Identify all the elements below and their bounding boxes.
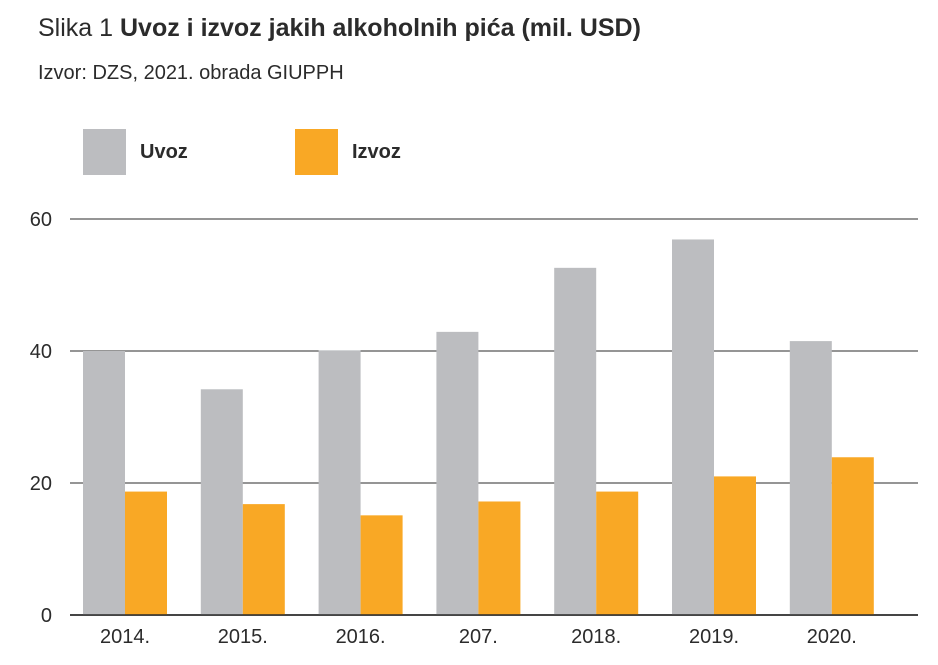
bar-uvoz-3 <box>436 331 479 615</box>
bar-izvoz-5 <box>714 476 756 615</box>
y-tick-label: 20 <box>30 473 52 495</box>
legend-swatch-uvoz <box>83 129 126 175</box>
legend-item-izvoz: Izvoz <box>295 129 401 175</box>
bar-izvoz-1 <box>242 504 285 615</box>
figure-number: Slika 1 <box>38 14 114 42</box>
legend-swatch-izvoz <box>295 129 338 175</box>
bar-izvoz-6 <box>831 457 874 615</box>
x-tick-label: 207. <box>459 626 498 648</box>
legend-item-uvoz: Uvoz <box>83 129 188 175</box>
legend-label-izvoz: Izvoz <box>352 140 401 163</box>
bar-uvoz-5 <box>672 239 714 615</box>
x-tick-label: 2020. <box>807 626 857 648</box>
chart-source: Izvor: DZS, 2021. obrada GIUPPH <box>38 62 344 84</box>
legend-label-uvoz: Uvoz <box>140 140 188 163</box>
bar-uvoz-1 <box>200 389 243 615</box>
bar-uvoz-2 <box>318 350 361 615</box>
x-tick-label: 2015. <box>218 626 268 648</box>
bar-izvoz-0 <box>125 491 167 615</box>
chart-title: Slika 1 Uvoz i izvoz jakih alkoholnih pi… <box>38 14 641 43</box>
bar-izvoz-4 <box>596 491 639 615</box>
bar-izvoz-2 <box>360 515 403 615</box>
bar-uvoz-6 <box>789 341 832 615</box>
x-tick-label: 2019. <box>689 626 739 648</box>
x-tick-label: 2016. <box>336 626 386 648</box>
bar-uvoz-4 <box>554 267 597 615</box>
y-tick-label: 40 <box>30 341 52 363</box>
x-tick-label: 2018. <box>571 626 621 648</box>
chart-title-text: Uvoz i izvoz jakih alkoholnih pića (mil.… <box>120 14 641 42</box>
y-tick-label: 60 <box>30 209 52 231</box>
bar-uvoz-0 <box>83 351 125 615</box>
x-tick-label: 2014. <box>100 626 150 648</box>
bar-izvoz-3 <box>478 501 521 615</box>
y-tick-label: 0 <box>41 605 52 627</box>
